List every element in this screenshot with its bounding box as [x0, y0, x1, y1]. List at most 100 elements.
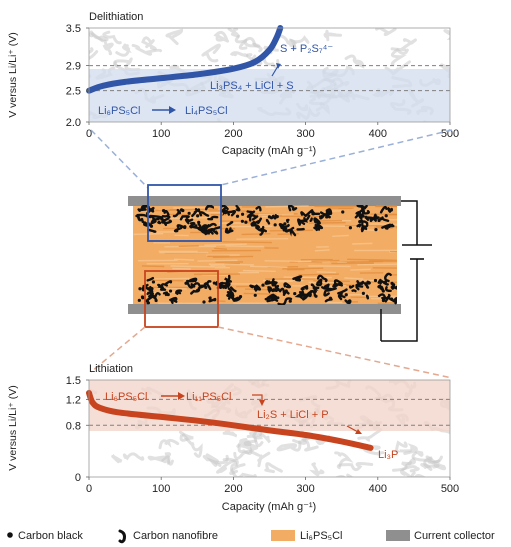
carbon-black-particle	[244, 220, 248, 224]
background-fibre	[89, 30, 109, 42]
carbon-black-particle	[361, 209, 365, 213]
electrolyte-grain	[178, 245, 199, 248]
arrow-to-sulfur	[271, 65, 279, 77]
carbon-nanofibre	[316, 274, 328, 283]
carbon-black-particle	[151, 280, 156, 284]
carbon-nanofibre	[137, 205, 147, 212]
carbon-nanofibre	[144, 299, 151, 305]
carbon-nanofibre	[354, 213, 364, 220]
carbon-nanofibre	[272, 214, 277, 220]
y-tick-label: 1.5	[66, 375, 81, 387]
carbon-nanofibre	[287, 205, 298, 212]
background-fibre	[202, 453, 222, 467]
background-fibre	[213, 30, 230, 43]
background-fibre	[158, 438, 180, 450]
background-fibre	[113, 57, 141, 72]
zoom-line-top-right	[220, 129, 453, 186]
background-fibre	[276, 440, 302, 452]
carbon-black-particle	[162, 209, 166, 213]
electrolyte-grain	[173, 258, 195, 261]
background-fibre	[169, 64, 190, 77]
label-li11ps5cl: Li₁₁PS₅Cl	[186, 391, 231, 403]
carbon-black-particle	[327, 210, 331, 214]
electrolyte-grain	[241, 233, 271, 236]
carbon-black-particle	[348, 226, 353, 230]
carbon-nanofibre	[385, 293, 391, 300]
carbon-nanofibre	[194, 208, 201, 213]
bottom-current-collector	[128, 304, 401, 314]
legend-carbon-black: Carbon black	[18, 530, 83, 542]
carbon-black-particle	[166, 292, 170, 297]
arrow-li6-to-li4-head	[169, 106, 176, 114]
background-fibre	[400, 468, 414, 477]
carbon-nanofibre	[146, 276, 155, 282]
background-fibre	[344, 54, 365, 69]
background-fibre	[252, 431, 271, 444]
cell-schematic	[128, 184, 432, 342]
carbon-nanofibre	[250, 217, 262, 226]
carbon-black-particle	[187, 211, 191, 215]
carbon-nanofibre	[220, 205, 229, 211]
electrolyte-grain	[225, 245, 264, 248]
carbon-nanofibre	[381, 223, 395, 229]
legend-electrolyte: Li₆PS₅Cl	[300, 530, 343, 542]
carbon-nanofibre	[361, 206, 367, 210]
label-sulfur-p2s7: S + P₂S₇⁴⁻	[280, 43, 333, 55]
carbon-black-particle	[148, 223, 152, 227]
carbon-nanofibre	[224, 274, 233, 283]
arrow-to-li2s	[252, 394, 263, 402]
background-fibre	[410, 471, 426, 477]
carbon-nanofibre	[265, 218, 271, 225]
carbon-nanofibre	[309, 217, 313, 222]
carbon-nanofibre	[313, 226, 321, 232]
lithiation-y-axis-label: V versus Li/Li⁺ (V)	[7, 385, 19, 470]
lithiation-voltage-curve	[86, 389, 374, 451]
carbon-nanofibre	[137, 215, 142, 222]
background-fibre	[236, 438, 252, 448]
carbon-black-particle	[360, 228, 365, 232]
electrolyte-grain	[316, 271, 337, 274]
label-li4ps5cl: Li₄PS₅Cl	[185, 105, 228, 117]
carbon-black-particle	[197, 220, 201, 224]
electrolyte-grain	[282, 267, 324, 270]
carbon-nanofibre	[323, 284, 337, 292]
carbon-nanofibre	[319, 211, 333, 220]
carbon-black-particle	[339, 291, 343, 295]
x-tick-label: 200	[224, 483, 242, 495]
carbon-nanofibre	[381, 216, 390, 222]
carbon-black-particle	[184, 281, 188, 285]
label-li2s-licl-p: Li₂S + LiCl + P	[257, 409, 329, 421]
carbon-nanofibre	[379, 205, 388, 214]
carbon-nanofibre	[356, 205, 366, 210]
electrolyte-grain	[170, 265, 215, 268]
carbon-black-particle	[196, 214, 200, 218]
carbon-nanofibre	[161, 209, 170, 218]
carbon-network-top	[135, 205, 395, 237]
electrolyte-grain	[154, 277, 190, 280]
carbon-black-particle	[373, 278, 378, 283]
background-fibre	[425, 455, 447, 471]
carbon-nanofibre	[294, 291, 305, 298]
carbon-nanofibre-marker	[118, 529, 126, 544]
carbon-nanofibre	[301, 290, 305, 297]
lithiation-panel: Lithiation V versus Li/Li⁺ (V) Capacity …	[7, 363, 459, 513]
carbon-nanofibre	[277, 297, 293, 305]
legend: Carbon black Carbon nanofibre Li₆PS₅Cl C…	[7, 529, 495, 544]
carbon-black-particle	[275, 214, 279, 219]
carbon-nanofibre	[259, 227, 267, 233]
background-fibre	[230, 463, 257, 477]
background-fibre	[102, 39, 114, 56]
electrolyte-grain	[212, 255, 254, 259]
carbon-nanofibre	[351, 289, 357, 293]
y-tick-label: 3.5	[66, 23, 81, 35]
carbon-black-particle	[381, 289, 385, 293]
electrolyte-grain	[214, 247, 227, 250]
carbon-nanofibre	[170, 299, 178, 304]
zoom-box-delithiation	[147, 184, 222, 242]
carbon-black-particle	[344, 293, 348, 297]
carbon-nanofibre	[355, 285, 364, 291]
electrolyte-grain	[222, 241, 272, 244]
carbon-nanofibre	[377, 278, 382, 285]
electrolyte-grain	[389, 250, 397, 253]
carbon-nanofibre	[224, 227, 234, 233]
